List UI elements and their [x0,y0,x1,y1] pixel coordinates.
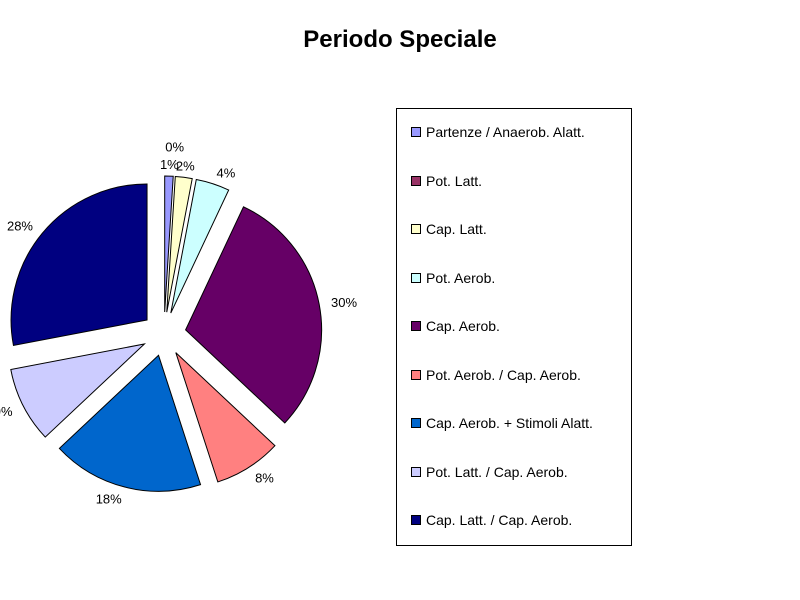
legend: Partenze / Anaerob. Alatt. Pot. Latt. Cap.… [396,108,632,546]
legend-swatch [411,224,421,234]
legend-swatch [411,272,421,283]
legend-label: Pot. Aerob. / Cap. Aerob. [426,366,581,383]
legend-label: Cap. Latt. / Cap. Aerob. [426,512,573,528]
legend-swatch [411,321,421,331]
legend-label: Cap. Aerob. + Stimoli Alatt. [426,415,593,431]
pie-slices [10,175,323,492]
legend-label: Cap. Latt. [426,221,487,237]
data-label-pot-aerob-cap-aerob: 8% [255,471,274,486]
data-label-cap-aerob: 30% [331,295,357,310]
pie-slice-partenze-anaerob-alatt [164,175,174,313]
legend-swatch [411,369,421,380]
legend-item-pot-latt: Pot. Latt. [411,173,482,189]
legend-label: Pot. Latt. [426,172,483,189]
pie-slice-cap-aerob [185,206,323,424]
legend-label: Cap. Aerob. [426,318,500,334]
legend-item-cap-aerob-stimoli-alatt: Cap. Aerob. + Stimoli Alatt. [411,415,593,431]
data-label-cap-latt: 2% [176,158,195,173]
data-label-pot-latt-cap-aerob: 9% [0,404,13,419]
legend-swatch [411,418,421,428]
data-label-pot-aerob: 4% [217,165,236,180]
legend-label: Pot. Aerob. [426,269,496,286]
pie-slice-pot-latt-cap-aerob [10,343,146,438]
pie-slice-pot-aerob-cap-aerob [175,352,276,483]
pie-labels: 1% 0% 2% 4% 30% 8% 18% 9% 28% [0,139,357,506]
chart-title: Periodo Speciale [303,26,497,53]
legend-label: Pot. Latt. / Cap. Aerob. [426,463,568,480]
data-label-cap-latt-cap-aerob: 28% [7,219,33,234]
legend-item-cap-latt: Cap. Latt. [411,221,487,237]
pie-slice-cap-aerob-stimoli-alatt [58,354,202,492]
legend-swatch [411,515,421,525]
data-label-pot-latt: 0% [165,139,184,154]
data-label-cap-aerob-stimoli-alatt: 18% [96,492,122,507]
pie-slice-cap-latt [166,175,193,313]
legend-swatch [411,175,421,186]
legend-item-pot-aerob-cap-aerob: Pot. Aerob. / Cap. Aerob. [411,367,581,383]
legend-item-cap-aerob: Cap. Aerob. [411,318,500,334]
legend-label: Partenze / Anaerob. Alatt. [426,124,585,140]
legend-item-cap-latt-cap-aerob: Cap. Latt. / Cap. Aerob. [411,512,572,528]
legend-item-partenze-anaerob-alatt: Partenze / Anaerob. Alatt. [411,124,585,140]
legend-item-pot-latt-cap-aerob: Pot. Latt. / Cap. Aerob. [411,464,568,480]
legend-item-pot-aerob: Pot. Aerob. [411,270,495,286]
pie-slice-pot-aerob [170,178,230,314]
legend-swatch [411,127,421,137]
legend-swatch [411,466,421,477]
pie-slice-cap-latt-cap-aerob [10,183,148,347]
data-label-partenze-anaerob-alatt: 1% [160,157,179,172]
